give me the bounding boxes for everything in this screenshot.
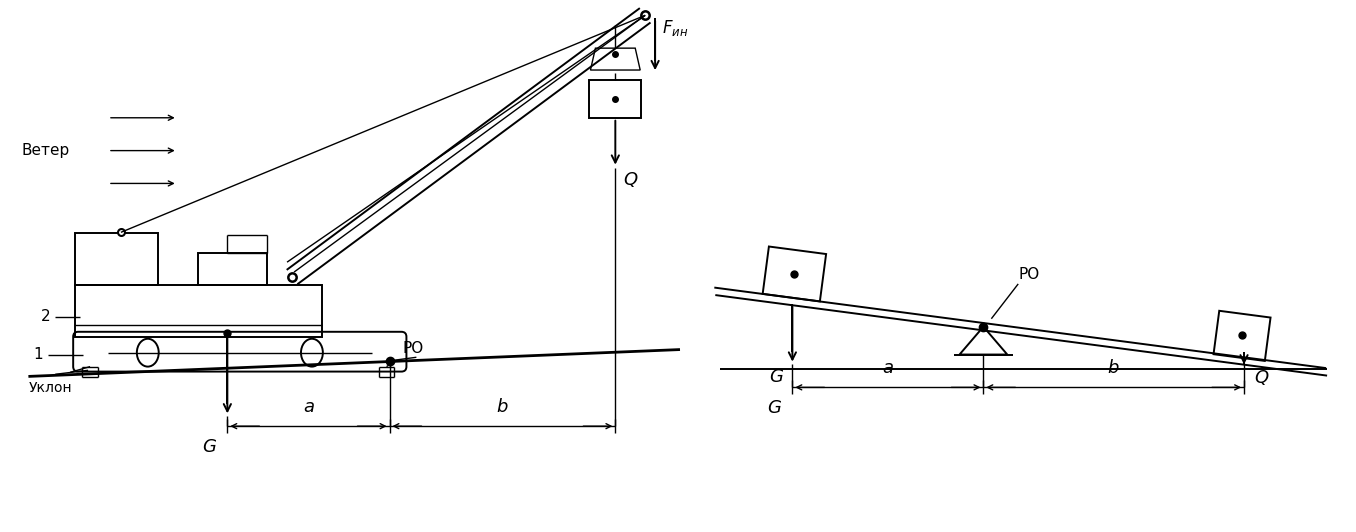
Text: $F_{\mathregular{ин}}$: $F_{\mathregular{ин}}$: [662, 18, 689, 38]
Text: $Q$: $Q$: [624, 170, 639, 188]
Bar: [75, 234, 157, 285]
Bar: [198, 253, 267, 285]
Text: $Q$: $Q$: [1254, 369, 1269, 387]
Text: 1: 1: [34, 347, 43, 362]
Text: $b$: $b$: [496, 398, 508, 416]
Text: РО: РО: [1018, 267, 1040, 282]
Text: Уклон: Уклон: [28, 381, 72, 395]
Bar: [75, 285, 321, 337]
Text: $G$: $G$: [769, 369, 784, 386]
Text: 2: 2: [41, 310, 50, 325]
Bar: [590, 80, 641, 118]
Text: РО: РО: [403, 340, 423, 355]
Text: $b$: $b$: [1108, 360, 1120, 377]
Text: $a$: $a$: [302, 398, 315, 416]
Text: Ветер: Ветер: [22, 143, 69, 158]
Text: $a$: $a$: [881, 360, 894, 377]
Text: $G$: $G$: [202, 438, 217, 456]
Text: $G$: $G$: [767, 400, 782, 417]
